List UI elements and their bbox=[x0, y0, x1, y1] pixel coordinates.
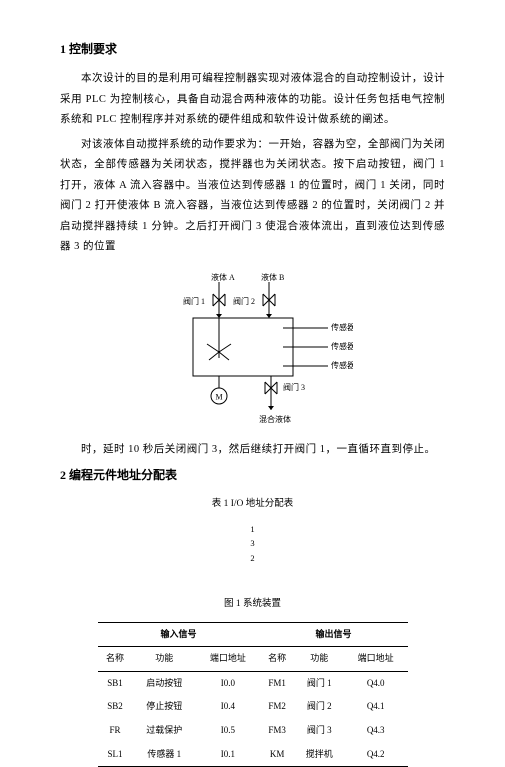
placeholder-num-1: 1 bbox=[60, 522, 445, 536]
fig-label-liquid-a: 液体 A bbox=[211, 272, 235, 282]
placeholder-num-3: 2 bbox=[60, 551, 445, 565]
cell: FM1 bbox=[260, 671, 295, 695]
cell: 搅拌机 bbox=[295, 743, 344, 767]
section2-heading: 2 编程元件地址分配表 bbox=[60, 464, 445, 487]
cell: Q4.3 bbox=[344, 719, 408, 743]
io-table: 输入信号 输出信号 名称 功能 端口地址 名称 功能 端口地址 SB1 启动按钮… bbox=[98, 622, 408, 767]
placeholder-num-2: 3 bbox=[60, 536, 445, 550]
fig-label-mixed: 混合液体 bbox=[259, 414, 291, 424]
section1-para1: 本次设计的目的是利用可编程控制器实现对液体混合的自动控制设计，设计采用 PLC … bbox=[60, 69, 445, 130]
cell: SB2 bbox=[98, 695, 133, 719]
th-func-in: 功能 bbox=[132, 647, 196, 672]
cell: I0.4 bbox=[196, 695, 260, 719]
cell: 过载保护 bbox=[132, 719, 196, 743]
cell: FM3 bbox=[260, 719, 295, 743]
cell: 传感器 1 bbox=[132, 743, 196, 767]
figure-caption: 图 1 系统装置 bbox=[60, 595, 445, 614]
cell: SL1 bbox=[98, 743, 133, 767]
th-name-out: 名称 bbox=[260, 647, 295, 672]
fig-label-sensor1: 传感器 bbox=[331, 322, 353, 332]
cell: Q4.1 bbox=[344, 695, 408, 719]
th-addr-in: 端口地址 bbox=[196, 647, 260, 672]
cell: I0.0 bbox=[196, 671, 260, 695]
cell: 阀门 1 bbox=[295, 671, 344, 695]
cell: SB1 bbox=[98, 671, 133, 695]
fig-label-valve3: 阀门 3 bbox=[283, 382, 305, 392]
placeholder-numbers: 1 3 2 bbox=[60, 522, 445, 565]
cell: 阀门 3 bbox=[295, 719, 344, 743]
fig-label-sensor2: 传感器 bbox=[331, 341, 353, 351]
th-group-out: 输出信号 bbox=[260, 622, 408, 647]
table-row: FR 过载保护 I0.5 FM3 阀门 3 Q4.3 bbox=[98, 719, 408, 743]
cell: I0.1 bbox=[196, 743, 260, 767]
fig-label-valve1: 阀门 1 bbox=[183, 296, 205, 306]
table-row: SL1 传感器 1 I0.1 KM 搅拌机 Q4.2 bbox=[98, 743, 408, 767]
cell: 阀门 2 bbox=[295, 695, 344, 719]
th-addr-out: 端口地址 bbox=[344, 647, 408, 672]
io-table-wrap: 输入信号 输出信号 名称 功能 端口地址 名称 功能 端口地址 SB1 启动按钮… bbox=[60, 622, 445, 767]
fig-motor-m: M bbox=[215, 392, 222, 401]
section1-heading: 1 控制要求 bbox=[60, 38, 445, 61]
cell: Q4.0 bbox=[344, 671, 408, 695]
figure-wrap: 液体 A 液体 B 阀门 1 阀门 2 传感器 传感器 传感器 bbox=[60, 270, 445, 430]
th-name-in: 名称 bbox=[98, 647, 133, 672]
table-title: 表 1 I/O 地址分配表 bbox=[60, 495, 445, 514]
cell: FM2 bbox=[260, 695, 295, 719]
th-group-in: 输入信号 bbox=[98, 622, 260, 647]
fig-label-valve2: 阀门 2 bbox=[233, 296, 255, 306]
cell: Q4.2 bbox=[344, 743, 408, 767]
cell: I0.5 bbox=[196, 719, 260, 743]
cell: FR bbox=[98, 719, 133, 743]
th-func-out: 功能 bbox=[295, 647, 344, 672]
system-diagram: 液体 A 液体 B 阀门 1 阀门 2 传感器 传感器 传感器 bbox=[153, 270, 353, 430]
table-row: SB2 停止按钮 I0.4 FM2 阀门 2 Q4.1 bbox=[98, 695, 408, 719]
section1-para3: 时，延时 10 秒后关闭阀门 3，然后继续打开阀门 1，一直循环直到停止。 bbox=[60, 440, 445, 460]
fig-label-sensor3: 传感器 bbox=[331, 360, 353, 370]
section1-para2: 对该液体自动搅拌系统的动作要求为：一开始，容器为空，全部阀门为关闭状态，全部传感… bbox=[60, 135, 445, 258]
cell: 启动按钮 bbox=[132, 671, 196, 695]
table-row: SB1 启动按钮 I0.0 FM1 阀门 1 Q4.0 bbox=[98, 671, 408, 695]
cell: KM bbox=[260, 743, 295, 767]
fig-label-liquid-b: 液体 B bbox=[261, 272, 284, 282]
cell: 停止按钮 bbox=[132, 695, 196, 719]
